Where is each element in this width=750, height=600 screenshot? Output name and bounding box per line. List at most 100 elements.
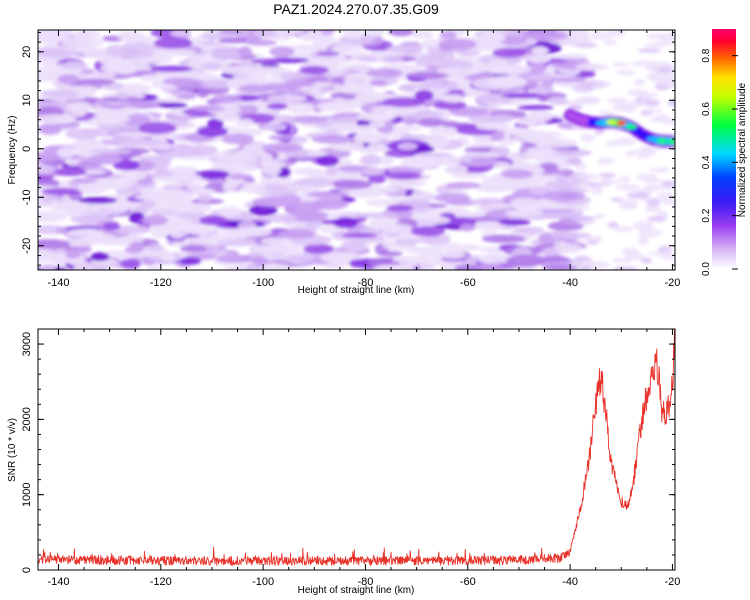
spectral-blob: [293, 167, 323, 175]
spectral-blob: [66, 101, 93, 112]
x-tick-label: -100: [252, 277, 274, 289]
spectral-blob: [409, 156, 453, 166]
snr-panel: -140 -120 -100 -80 -60 -40 -20 0 1000 2000 3000 H…: [7, 328, 680, 596]
ridge-peak: [626, 124, 637, 130]
spectral-blob: [368, 120, 386, 128]
spectral-blob: [90, 115, 131, 124]
spectral-blob: [488, 114, 515, 123]
spectral-blob: [196, 88, 210, 98]
spectral-blob: [223, 161, 259, 173]
spectral-blob: [102, 222, 121, 231]
spectral-blob: [50, 199, 64, 211]
spectral-blob: [190, 105, 224, 112]
spectral-blob: [517, 104, 554, 111]
x-tick-label: -140: [47, 277, 69, 289]
spectral-blob: [418, 41, 436, 48]
spectral-blob: [637, 48, 662, 54]
spectral-blob: [414, 89, 434, 101]
snr-series-line: [38, 329, 675, 566]
spectral-blob: [197, 126, 229, 137]
spectral-blob: [473, 135, 492, 143]
spectral-blob: [476, 122, 511, 131]
spectral-blob: [120, 170, 147, 181]
spectral-blob: [40, 263, 56, 270]
spectral-blob: [439, 30, 457, 39]
spectral-blob: [38, 34, 70, 42]
spectral-blob: [262, 122, 288, 132]
spectral-blob: [418, 83, 454, 90]
spectral-blob: [644, 43, 666, 48]
spectral-blob: [269, 94, 287, 103]
spectral-blob: [170, 232, 185, 239]
spectral-blob: [325, 165, 339, 176]
spectral-blob: [162, 77, 200, 86]
spectral-blob: [459, 223, 476, 232]
spectral-blob: [61, 38, 105, 48]
spectral-blob: [61, 67, 84, 74]
spectral-blob: [317, 50, 340, 57]
spectral-blob: [413, 215, 451, 225]
spectral-blob: [555, 174, 569, 185]
spectral-blob: [391, 255, 433, 267]
spectral-blob: [62, 62, 75, 69]
spectrogram-field: [38, 30, 675, 270]
spectral-blob: [201, 62, 223, 71]
spectral-blob: [370, 106, 403, 113]
spectral-blob: [180, 146, 196, 152]
spectral-blob: [549, 232, 592, 240]
spectral-blob: [260, 237, 291, 245]
spectral-blob: [252, 196, 295, 208]
spectral-blob: [297, 32, 326, 42]
spectral-blob: [615, 184, 640, 191]
spectral-blob: [150, 65, 193, 73]
spectral-blob: [474, 221, 506, 231]
spectral-blob: [131, 139, 161, 146]
spectral-blob: [646, 72, 659, 81]
spectral-blob: [642, 178, 664, 184]
spectral-blob: [498, 219, 531, 226]
spectral-blob: [229, 174, 253, 180]
spectral-blob: [581, 97, 601, 104]
spectral-blob: [481, 234, 526, 243]
spectral-blob: [642, 108, 664, 113]
spectral-blob: [211, 160, 230, 168]
spectral-blob: [88, 154, 123, 165]
spectral-blob: [527, 110, 553, 123]
spectral-blob: [594, 213, 605, 219]
spectral-blob: [411, 30, 434, 39]
spectral-blob: [661, 180, 675, 187]
spectral-blob: [361, 168, 386, 176]
spectral-blob: [139, 74, 163, 82]
spectral-blob: [248, 204, 278, 216]
spectral-blob: [287, 115, 329, 124]
spectral-blob: [235, 226, 273, 237]
colorbar-tick-label: 0.6: [701, 102, 712, 116]
spectral-blob: [575, 163, 587, 171]
spectral-blob: [532, 85, 553, 95]
spectral-blob: [75, 78, 115, 86]
spectral-blob: [331, 44, 360, 53]
x-tick-label: -60: [460, 576, 476, 588]
spectral-blob: [410, 226, 445, 237]
spectral-blob: [480, 71, 494, 78]
spectral-blob: [252, 245, 286, 254]
spectral-blob: [596, 157, 615, 165]
spectral-blob: [490, 146, 510, 155]
spectral-blob: [101, 180, 132, 190]
ridge-peak: [595, 120, 606, 126]
snr-plot-area: [38, 329, 675, 570]
spectral-blob: [646, 198, 661, 207]
spectral-blob: [405, 72, 448, 80]
spectral-blob: [528, 134, 560, 146]
spectral-blob: [311, 198, 349, 210]
spectral-blob: [602, 39, 618, 46]
spectral-blob: [305, 220, 323, 229]
spectral-blob: [635, 154, 651, 159]
spectral-blob: [591, 82, 612, 87]
spectral-blob: [445, 182, 482, 189]
spectral-blob: [38, 151, 61, 163]
spectral-blob: [57, 74, 79, 85]
spectral-blob: [87, 72, 117, 79]
spectral-blob: [343, 74, 368, 87]
